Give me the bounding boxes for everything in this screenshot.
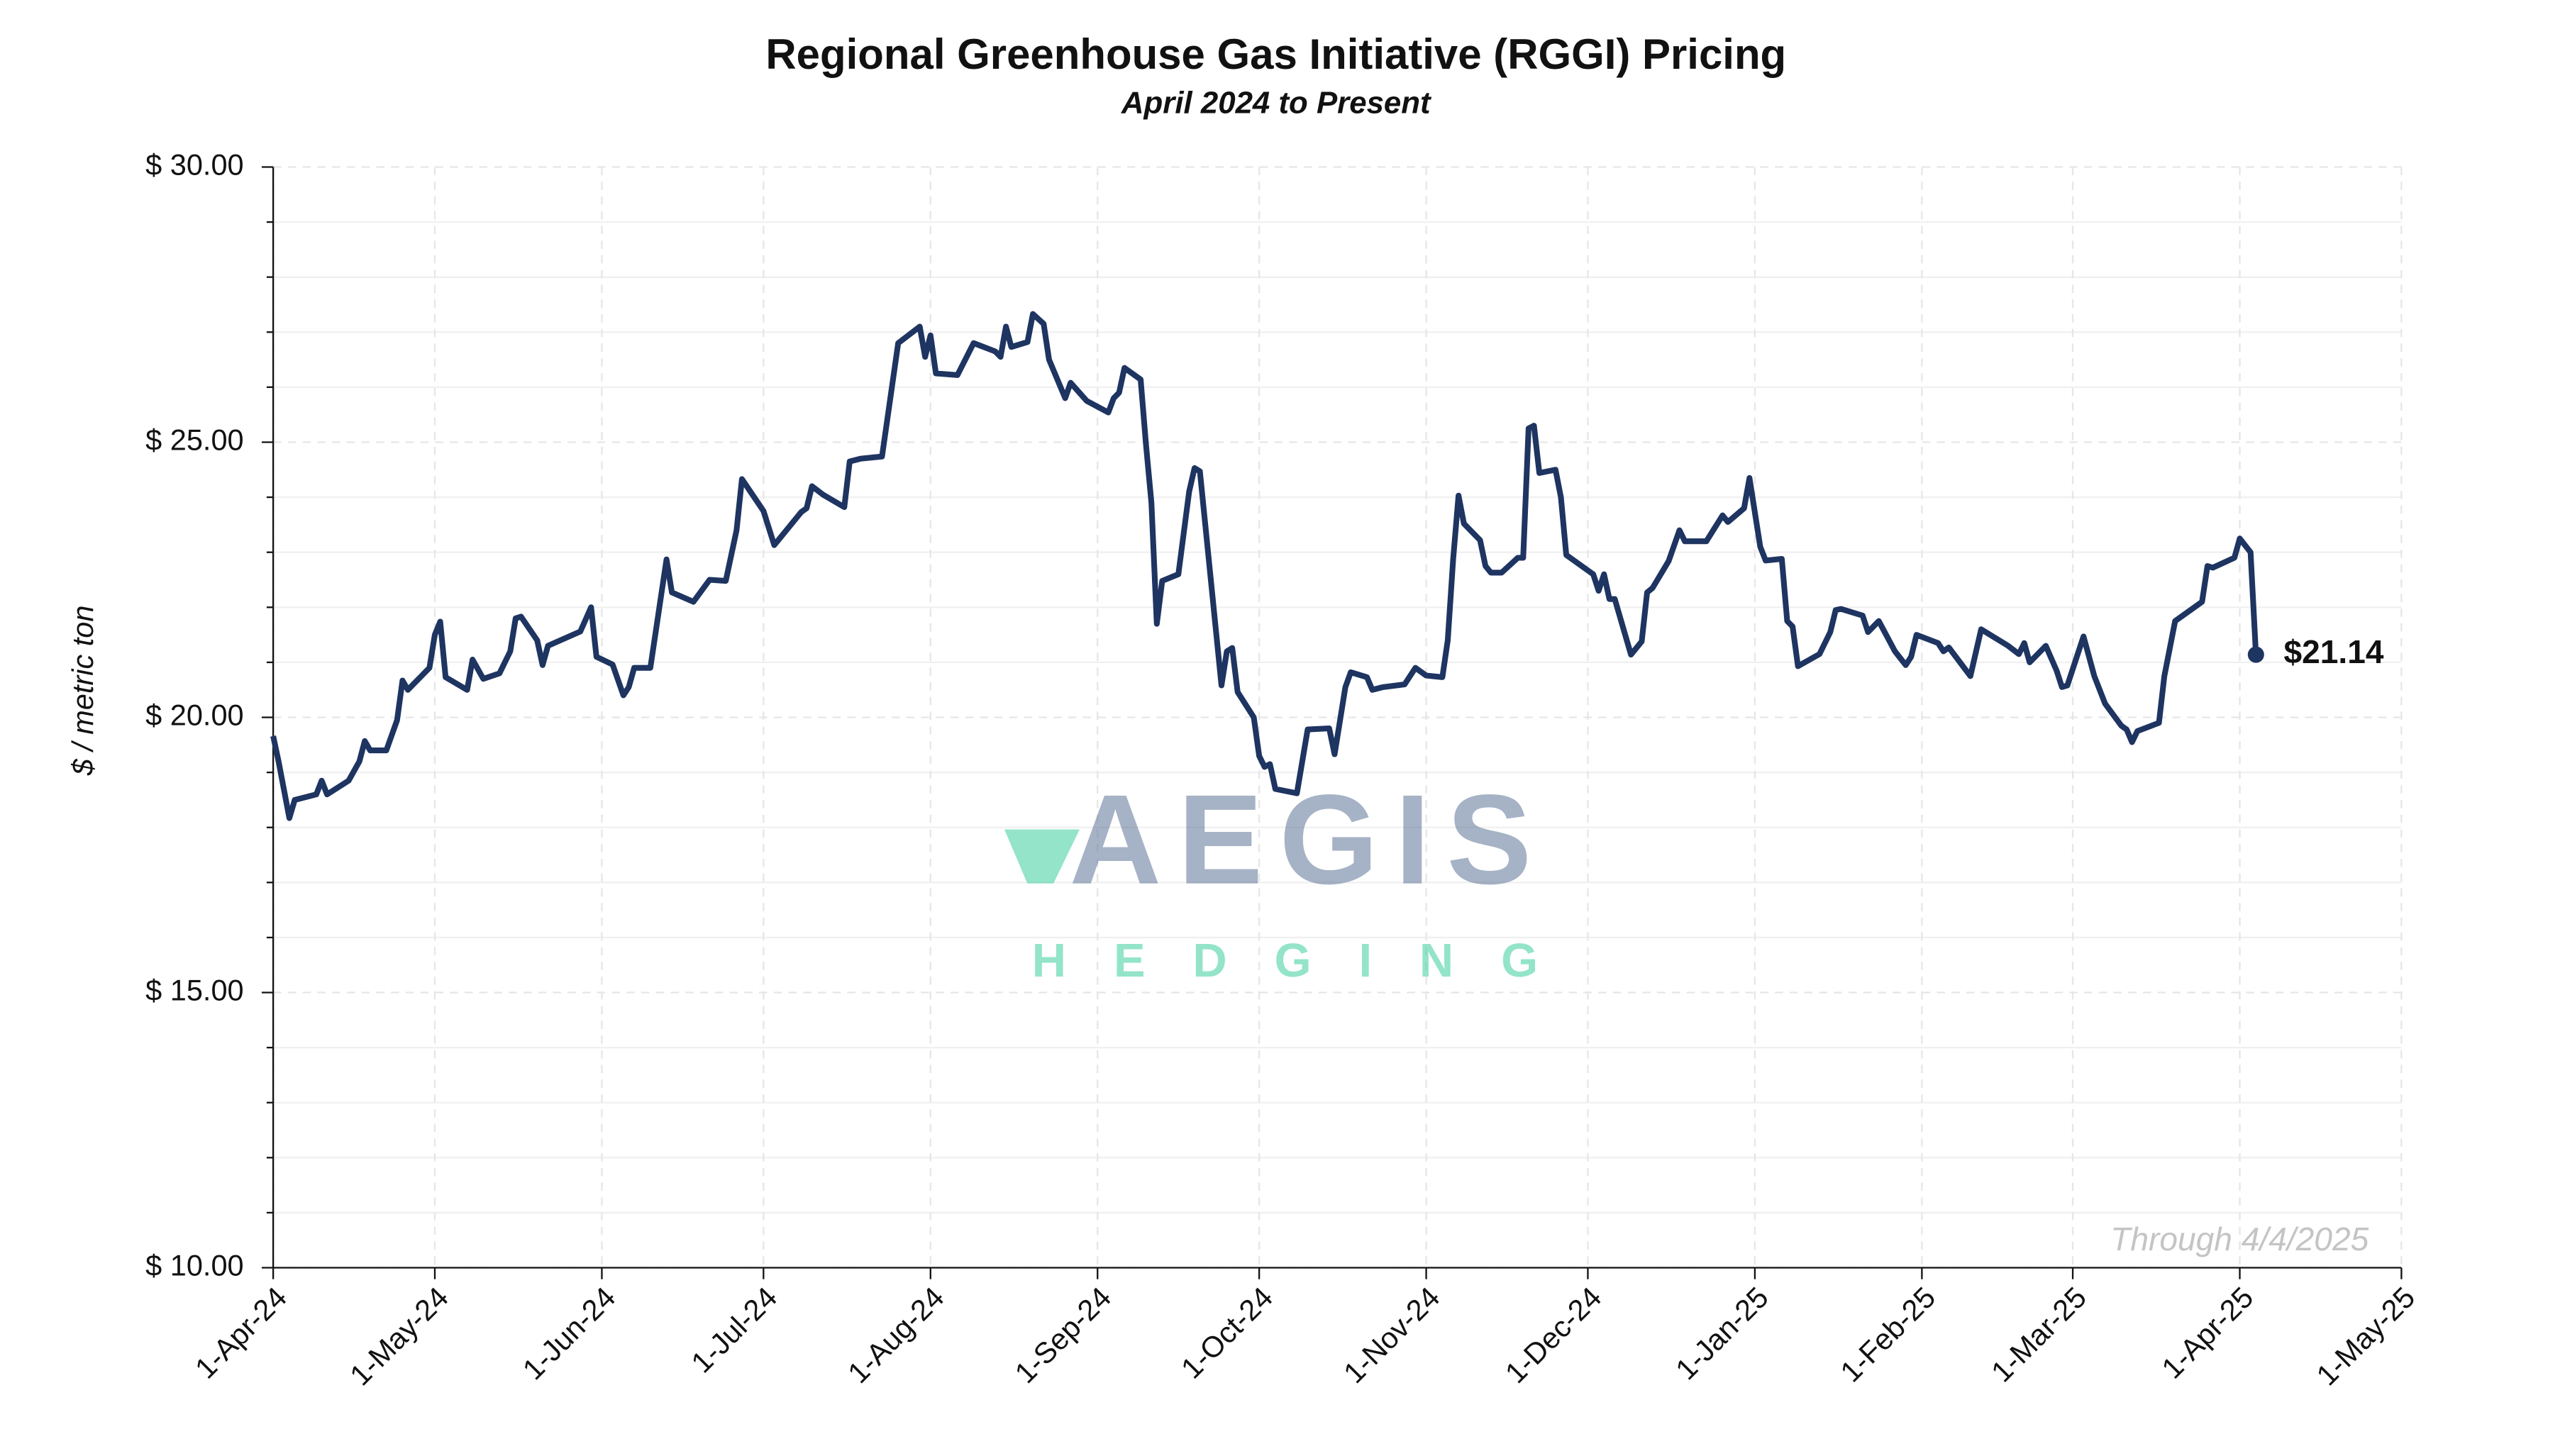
watermark-top: AEGIS xyxy=(1069,769,1548,911)
watermark: AEGIS HEDGING xyxy=(1004,769,1585,987)
y-axis-title: $ / metric ton xyxy=(66,606,99,777)
logo-shape xyxy=(1004,829,1080,884)
x-tick-label: 1-Apr-25 xyxy=(2155,1280,2259,1384)
price-line xyxy=(270,311,2259,821)
x-tick-label: 1-Jun-24 xyxy=(516,1280,621,1386)
x-tick-label: 1-Feb-25 xyxy=(1834,1280,1941,1388)
chart-title: Regional Greenhouse Gas Initiative (RGGI… xyxy=(765,30,1786,78)
x-tick-label: 1-Sep-24 xyxy=(1008,1280,1117,1389)
end-point xyxy=(2247,646,2264,663)
y-tick-label: $ 10.00 xyxy=(145,1248,243,1282)
y-tick-label: $ 15.00 xyxy=(145,973,243,1006)
x-tick-label: 1-Jul-24 xyxy=(685,1280,783,1379)
x-tick-label: 1-Dec-24 xyxy=(1498,1280,1607,1389)
x-tick-label: 1-Apr-24 xyxy=(189,1280,293,1384)
end-label: $21.14 xyxy=(2284,633,2384,670)
x-tick-label: 1-Mar-25 xyxy=(1985,1280,2093,1388)
chart-subtitle: April 2024 to Present xyxy=(1121,85,1432,120)
x-tick-label: 1-Aug-24 xyxy=(841,1280,951,1389)
y-tick-label: $ 25.00 xyxy=(145,423,243,456)
x-tick-label: 1-Jan-25 xyxy=(1669,1280,1775,1386)
watermark-bottom: HEDGING xyxy=(1032,934,1585,987)
note: Through 4/4/2025 xyxy=(2110,1221,2369,1257)
y-tick-label: $ 30.00 xyxy=(145,148,243,181)
plot: $21.14 xyxy=(270,311,2384,821)
x-tick-label: 1-May-24 xyxy=(343,1280,455,1391)
x-tick-label: 1-Nov-24 xyxy=(1337,1280,1446,1389)
x-tick-label: 1-Oct-24 xyxy=(1175,1280,1279,1384)
y-tick-label: $ 20.00 xyxy=(145,698,243,731)
x-tick-label: 1-May-25 xyxy=(2310,1280,2421,1391)
